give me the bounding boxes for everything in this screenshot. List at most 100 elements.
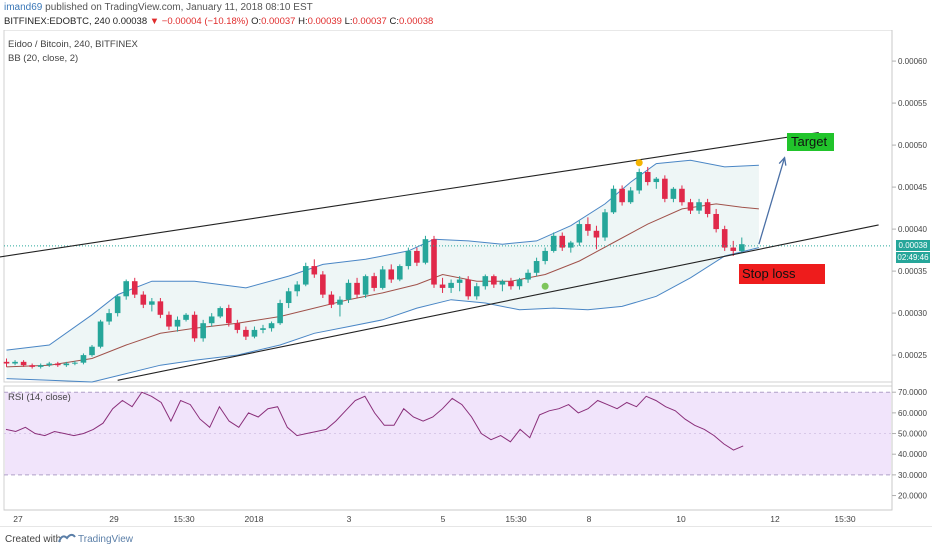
candle-body [533,261,540,273]
candle-body [251,329,258,337]
candle [131,277,138,298]
tradingview-logo-icon[interactable] [58,532,76,544]
symbol-label: BITFINEX:EDOBTC, 240 [4,16,111,27]
high-label: H: [298,16,308,27]
candle [234,319,241,334]
tradingview-brand[interactable]: TradingView [78,534,134,545]
candle-body [662,178,668,199]
x-tick-label: 2018 [245,514,264,524]
candle-body [337,299,343,305]
rsi-y-tick-label: 40.0000 [898,450,927,459]
candle [627,187,634,204]
candle [619,185,625,206]
candle [260,324,266,334]
x-tick-label: 3 [347,514,352,524]
candle [55,361,61,367]
candle [491,274,497,288]
candle [687,198,694,214]
chart-area[interactable]: 0.00060 0.00055 0.00050 0.00045 0.00040 0.000… [0,29,932,526]
candle-body [739,244,745,251]
candle [243,326,249,340]
candle [397,264,403,282]
candle-body [149,301,155,305]
candle-body [379,269,386,288]
candle-body [516,279,523,287]
candle-body [448,282,454,288]
candle [174,316,181,332]
candle [414,247,420,267]
candle [593,225,600,250]
trendline [0,131,819,258]
y-tick-label: 0.00060 [898,57,927,66]
rsi-y-tick-label: 20.0000 [898,492,927,501]
candle [208,313,215,327]
candle-body [542,250,548,262]
candle-body [439,284,446,288]
candle-body [3,361,10,364]
target-arrow-head [778,156,787,166]
candle-body [568,242,574,248]
candle-body [243,329,249,337]
candle-body [302,266,309,285]
candle-body [320,274,326,295]
x-tick-label: 15:30 [505,514,527,524]
candle [713,208,719,233]
candle [285,287,292,309]
y-tick-label: 0.00040 [898,225,927,234]
y-tick-label: 0.00055 [898,99,927,108]
candle [345,279,352,304]
candle-body [499,281,506,285]
candle-body [174,319,181,327]
candle-body [550,235,557,251]
author-link[interactable]: imand69 [4,2,43,13]
candle-body [200,323,206,339]
candle-body [226,308,232,324]
candle [46,361,53,367]
candle-body [388,269,395,280]
marker-dot [541,282,549,290]
candle-body [55,363,61,366]
candle [191,311,198,342]
close-label: C: [389,16,399,27]
x-tick-label: 8 [587,514,592,524]
price-chart-svg[interactable]: 0.00060 0.00055 0.00050 0.00045 0.00040 0.000… [0,29,932,526]
candle [636,168,642,194]
candle [97,319,104,349]
candle [3,358,10,367]
last-price: 0.00038 [112,16,148,27]
candle [183,313,189,322]
candle-body [106,313,112,322]
x-tick-label: 5 [441,514,446,524]
current-price-tag: 0.00038 [896,240,930,251]
target-arrow [758,157,786,245]
candle-body [328,294,335,305]
candle-body [456,279,463,283]
candle-body [311,266,318,275]
candle [268,321,275,332]
y-tick-label: 0.00050 [898,141,927,150]
candle [696,198,702,214]
candle-body [131,281,138,295]
candle [559,232,566,251]
candle [670,187,677,203]
y-tick-label: 0.00035 [898,267,927,276]
candle-body [285,291,292,304]
candle-body [63,363,70,366]
candle-body [268,323,275,329]
footer: Created with TradingView [0,526,932,551]
symbol-quote-line: BITFINEX:EDOBTC, 240 0.00038 ▼ −0.00004 … [4,16,433,27]
candle-body [354,282,360,295]
candle-body [473,286,480,297]
candle [465,276,471,300]
candle-body [157,301,164,315]
candle [80,353,87,365]
created-with-text: Created with [5,534,62,545]
candle-body [670,188,677,199]
candle [644,166,651,186]
candle-body [696,202,702,211]
candle [482,274,489,290]
candle-body [260,328,266,330]
candle-body [687,202,694,211]
candle-body [397,266,403,280]
close-value: 0.00038 [398,16,434,27]
